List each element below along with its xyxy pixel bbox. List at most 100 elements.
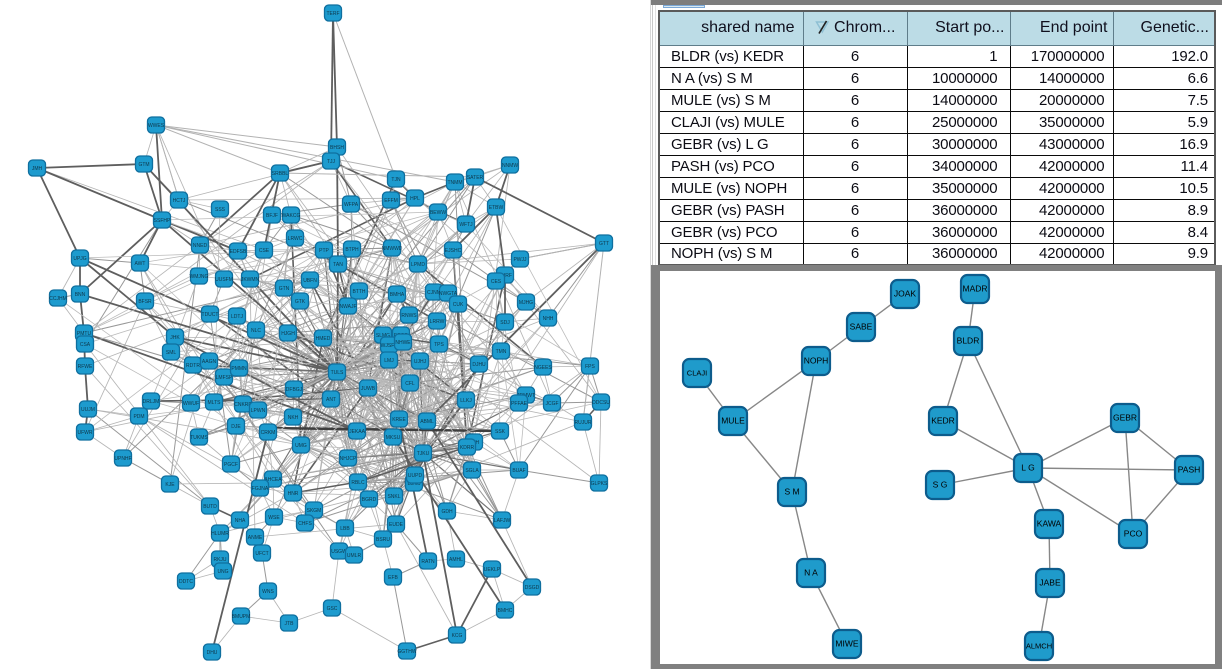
svg-text:NNMW: NNMW [502, 163, 518, 169]
svg-text:NNED: NNED [193, 243, 208, 249]
svg-text:NGEES: NGEES [534, 365, 552, 371]
svg-text:RDTR: RDTR [186, 363, 200, 369]
svg-text:WJSFT: WJSFT [381, 343, 398, 349]
svg-text:NWGTA: NWGTA [439, 291, 458, 297]
svg-text:HNR: HNR [288, 491, 299, 497]
svg-text:LBB: LBB [340, 526, 350, 532]
svg-text:SLMG: SLMG [376, 333, 390, 339]
svg-text:BUTD: BUTD [203, 504, 217, 510]
svg-text:DHRF: DHRF [498, 273, 512, 279]
svg-text:NWAJF: NWAJF [339, 304, 356, 310]
svg-text:SSFHP: SSFHP [154, 218, 171, 224]
svg-text:JMH: JMH [32, 166, 43, 172]
svg-text:NLC: NLC [251, 328, 261, 334]
svg-text:BMHC: BMHC [498, 608, 513, 614]
svg-text:SRBBL: SRBBL [272, 171, 289, 177]
svg-text:CNKRE: CNKRE [234, 402, 252, 408]
svg-text:UFCT: UFCT [255, 551, 268, 557]
svg-text:CRKM: CRKM [261, 430, 276, 436]
svg-text:GTM: GTM [138, 162, 149, 168]
svg-text:UPJG: UPJG [73, 256, 86, 262]
svg-text:GTN: GTN [279, 286, 290, 292]
svg-text:BMHA: BMHA [390, 292, 405, 298]
svg-text:SSS: SSS [215, 207, 226, 213]
svg-text:HPL: HPL [410, 196, 420, 202]
svg-text:SML: SML [166, 350, 177, 356]
svg-text:DHU: DHU [207, 650, 218, 656]
svg-text:JCGF: JCGF [545, 401, 558, 407]
svg-text:RUJUR: RUJUR [575, 420, 592, 426]
svg-text:RBLC: RBLC [351, 480, 365, 486]
svg-text:UFWR: UFWR [78, 430, 93, 436]
svg-text:CSA: CSA [80, 342, 91, 348]
svg-text:JEKAA: JEKAA [349, 429, 366, 435]
svg-text:BSRU: BSRU [376, 537, 390, 543]
svg-text:SSK: SSK [495, 429, 506, 435]
svg-text:BJNC: BJNC [407, 481, 420, 487]
svg-text:DJHU: DJHU [472, 362, 486, 368]
svg-text:UUJM: UUJM [81, 407, 95, 413]
svg-text:TNMM: TNMM [448, 180, 463, 186]
svg-text:CUK: CUK [453, 302, 464, 308]
svg-text:KREE: KREE [392, 417, 406, 423]
svg-text:NMWWD: NMWWD [382, 246, 403, 252]
svg-text:ETBW: ETBW [489, 205, 504, 211]
svg-text:RFWE: RFWE [78, 364, 93, 370]
svg-text:BUAF: BUAF [512, 468, 525, 474]
svg-text:PMMN: PMMN [231, 366, 247, 372]
svg-text:HLUMR: HLUMR [211, 531, 229, 537]
svg-text:USGW: USGW [331, 549, 347, 555]
svg-text:TDUCT: TDUCT [202, 312, 219, 318]
svg-text:WNS: WNS [262, 589, 274, 595]
svg-text:LMJ: LMJ [384, 358, 394, 364]
svg-text:TJN: TJN [391, 177, 401, 183]
svg-text:AHCEA: AHCEA [264, 477, 282, 483]
svg-text:HCTJ: HCTJ [173, 198, 186, 204]
svg-text:CHFS: CHFS [298, 521, 312, 527]
svg-text:UMG: UMG [295, 443, 307, 449]
svg-text:BMUPM: BMUPM [232, 614, 251, 620]
svg-text:TMN: TMN [496, 349, 507, 355]
svg-text:MKSU: MKSU [386, 435, 401, 441]
svg-text:GDH: GDH [441, 509, 453, 515]
svg-text:MLTS: MLTS [208, 400, 222, 406]
svg-text:TERF: TERF [326, 11, 339, 17]
svg-text:LRRW: LRRW [430, 319, 445, 325]
svg-text:AAGN: AAGN [202, 359, 217, 365]
svg-text:LPMD: LPMD [411, 262, 425, 268]
svg-text:PDM: PDM [133, 414, 144, 420]
svg-text:BFJF: BFJF [266, 213, 278, 219]
svg-text:UEKLP: UEKLP [484, 567, 501, 573]
svg-text:ANME: ANME [248, 535, 263, 541]
svg-text:NHWE: NHWE [395, 340, 411, 346]
svg-text:WAKCG: WAKCG [282, 213, 301, 219]
svg-text:BTTH: BTTH [352, 289, 365, 295]
svg-text:WWUF: WWUF [183, 401, 199, 407]
svg-text:SATER: SATER [467, 175, 484, 181]
svg-text:KCG: KCG [452, 633, 463, 639]
svg-text:UUSFM: UUSFM [215, 277, 233, 283]
svg-text:RNWS: RNWS [401, 313, 417, 319]
svg-text:UNG: UNG [217, 569, 228, 575]
svg-text:UBFN: UBFN [303, 278, 317, 284]
svg-text:KDRR: KDRR [460, 445, 475, 451]
svg-text:PMTU: PMTU [77, 331, 92, 337]
svg-text:SKGM: SKGM [307, 508, 322, 514]
svg-text:DSGD: DSGD [525, 585, 540, 591]
svg-text:GGTHW: GGTHW [397, 649, 416, 655]
svg-text:UUPD: UUPD [408, 473, 423, 479]
svg-text:EJSHC: EJSHC [445, 248, 462, 254]
svg-text:BNN: BNN [75, 292, 86, 298]
svg-text:ABML: ABML [420, 419, 434, 425]
svg-text:EUDE: EUDE [389, 522, 404, 528]
svg-text:UPNHF: UPNHF [114, 456, 131, 462]
svg-text:LDTJ: LDTJ [231, 314, 243, 320]
svg-text:TJJ: TJJ [327, 159, 336, 165]
svg-text:LLKJ: LLKJ [460, 398, 472, 404]
svg-text:BGRD: BGRD [362, 497, 377, 503]
svg-text:BEWW: BEWW [430, 210, 446, 216]
svg-text:PWJJ: PWJJ [513, 257, 527, 263]
svg-text:TPS: TPS [434, 342, 444, 348]
svg-text:CJNM: CJNM [427, 290, 441, 296]
svg-text:TULS: TULS [331, 370, 344, 376]
